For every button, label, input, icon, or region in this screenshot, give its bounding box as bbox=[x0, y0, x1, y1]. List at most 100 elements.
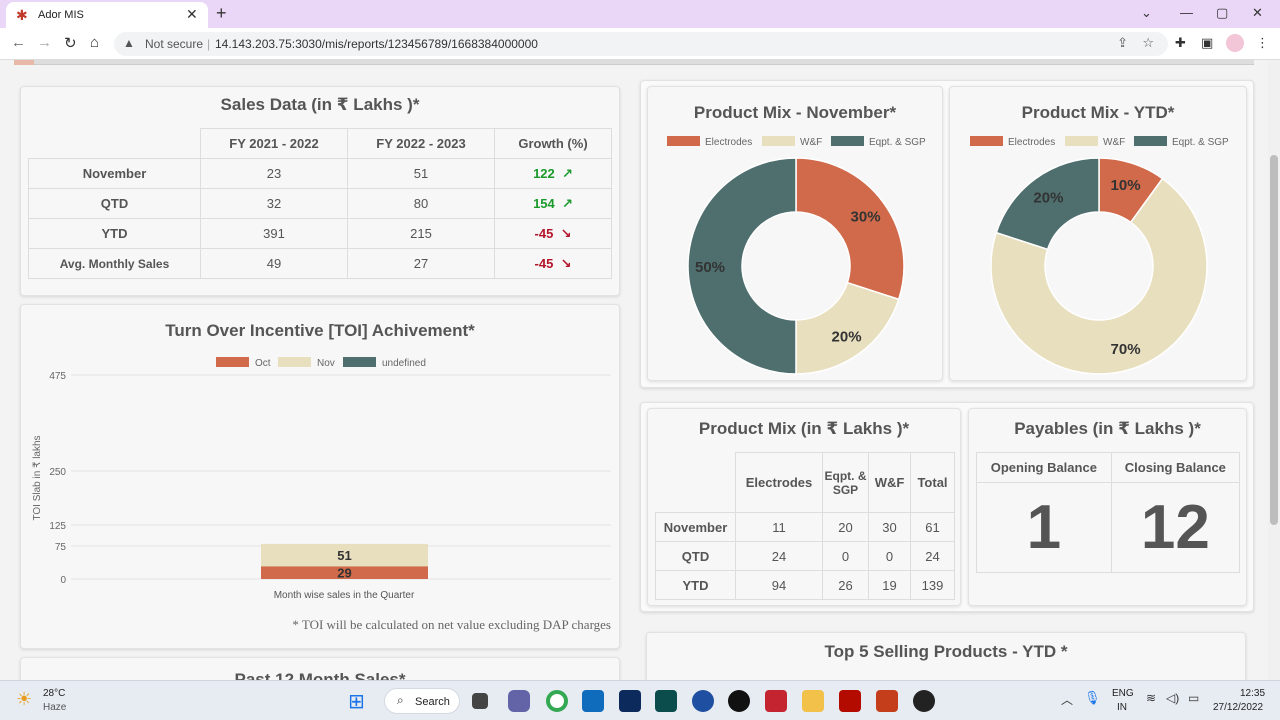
cell-total: 61 bbox=[910, 512, 955, 542]
cell-eqpt: 0 bbox=[822, 541, 869, 571]
back-icon[interactable]: ← bbox=[11, 34, 26, 51]
windows-start-icon[interactable]: ⊞ bbox=[348, 691, 365, 713]
cell-fy1: 49 bbox=[200, 248, 348, 279]
table-row: QTD 24 0 0 24 bbox=[655, 541, 955, 571]
row-label: QTD bbox=[28, 188, 201, 219]
past12-card: Past 12 Month Sales* bbox=[20, 657, 620, 680]
cell-wf: 19 bbox=[868, 570, 911, 600]
scrollbar-thumb[interactable] bbox=[1270, 155, 1278, 525]
clock-time[interactable]: 12:35 bbox=[1240, 688, 1266, 699]
warning-icon[interactable]: ▲ bbox=[123, 36, 135, 50]
reload-icon[interactable]: ↻ bbox=[64, 35, 77, 52]
sales-data-card: Sales Data (in ₹ Lakhs )* FY 2021 - 2022… bbox=[20, 86, 620, 296]
arrow-up-icon: ↗ bbox=[562, 195, 573, 211]
maximize-icon[interactable]: ▢ bbox=[1216, 5, 1229, 20]
legend-swatch bbox=[1065, 136, 1098, 146]
microphone-icon[interactable]: 🎙 bbox=[1084, 690, 1101, 705]
forward-icon[interactable]: → bbox=[37, 34, 52, 51]
photoshop-icon[interactable] bbox=[619, 690, 641, 712]
chrome-icon[interactable] bbox=[546, 690, 568, 712]
tab-search-icon[interactable]: ⌄ bbox=[1141, 5, 1152, 20]
donut-slice-electrodes bbox=[795, 157, 905, 301]
terminal-app-icon[interactable] bbox=[655, 690, 677, 712]
header-total: Total bbox=[910, 452, 955, 513]
minimize-icon[interactable]: — bbox=[1180, 5, 1193, 20]
x-axis-label: Month wise sales in the Quarter bbox=[274, 590, 415, 601]
slice-value-label: 10% bbox=[1111, 177, 1141, 194]
legend-swatch bbox=[667, 136, 700, 146]
app-dark-icon[interactable] bbox=[913, 690, 935, 712]
legend-label: Eqpt. & SGP bbox=[1172, 137, 1229, 148]
dashboard-page: Sales Data (in ₹ Lakhs )* FY 2021 - 2022… bbox=[0, 60, 1268, 680]
table-row: Avg. Monthly Sales 49 27 -45 ↘ bbox=[28, 248, 612, 279]
mail-icon[interactable] bbox=[582, 690, 604, 712]
task-view-icon[interactable] bbox=[472, 693, 488, 709]
header-wf: W&F bbox=[868, 452, 911, 513]
window-close-icon[interactable]: ✕ bbox=[1252, 5, 1263, 20]
app-black-icon[interactable] bbox=[728, 690, 750, 712]
cell-wf: 30 bbox=[868, 512, 911, 542]
arrow-down-icon: ↘ bbox=[560, 225, 572, 241]
product-mix-nov-chart: Electrodes W&F Eqpt. & SGP 30% 20% 50% bbox=[667, 136, 926, 375]
extensions-icon[interactable]: ✚ bbox=[1175, 35, 1186, 50]
language-code[interactable]: ENG bbox=[1112, 688, 1134, 699]
teams-icon[interactable] bbox=[508, 690, 530, 712]
close-tab-icon[interactable]: ✕ bbox=[186, 6, 198, 22]
legend-swatch bbox=[762, 136, 795, 146]
slice-value-label: 20% bbox=[1033, 189, 1063, 206]
y-axis-label: TOI Slab in ₹ lakhs bbox=[32, 435, 43, 520]
home-icon[interactable]: ⌂ bbox=[90, 34, 100, 51]
volume-icon[interactable]: ◁) bbox=[1166, 691, 1180, 705]
cell-growth: -45 ↘ bbox=[494, 248, 612, 279]
search-icon: ⌕ bbox=[397, 693, 404, 707]
header-fy1: FY 2021 - 2022 bbox=[200, 128, 348, 159]
payables-card: Payables (in ₹ Lakhs )* Opening Balance … bbox=[968, 408, 1247, 606]
donut-slice-eqpt-sgp bbox=[687, 157, 797, 375]
url-text[interactable]: 14.143.203.75:3030/mis/reports/123456789… bbox=[215, 37, 538, 51]
row-label: YTD bbox=[655, 570, 736, 600]
profile-avatar[interactable] bbox=[1226, 34, 1244, 52]
legend-swatch bbox=[216, 357, 249, 367]
product-mix-table-card: Product Mix (in ₹ Lakhs )* Electrodes Eq… bbox=[647, 408, 961, 606]
menu-icon[interactable]: ⋮ bbox=[1256, 35, 1269, 50]
new-tab-icon[interactable]: + bbox=[216, 3, 227, 23]
sales-data-table: FY 2021 - 2022 FY 2022 - 2023 Growth (%)… bbox=[28, 128, 612, 279]
wifi-icon[interactable]: ≋ bbox=[1146, 691, 1157, 705]
security-label[interactable]: Not secure bbox=[145, 37, 204, 51]
slice-value-label: 20% bbox=[832, 329, 862, 346]
language-region[interactable]: IN bbox=[1117, 702, 1127, 713]
weather-desc[interactable]: Haze bbox=[43, 702, 67, 713]
bar-oct bbox=[261, 566, 428, 579]
acrobat-icon[interactable] bbox=[839, 690, 861, 712]
taskbar-search[interactable]: ⌕ Search bbox=[384, 688, 460, 714]
legend-swatch bbox=[831, 136, 864, 146]
top5-card: Top 5 Selling Products - YTD * bbox=[646, 632, 1246, 680]
header-electrodes: Electrodes bbox=[735, 452, 823, 513]
legend-swatch bbox=[343, 357, 376, 367]
omnibox[interactable]: ▲ Not secure | 14.143.203.75:3030/mis/re… bbox=[114, 32, 1168, 56]
weather-icon[interactable]: ☀ bbox=[16, 689, 33, 709]
acrobat-reader-icon[interactable] bbox=[765, 690, 787, 712]
slice-value-label: 50% bbox=[695, 259, 725, 276]
file-explorer-icon[interactable] bbox=[802, 690, 824, 712]
y-tick-label: 250 bbox=[49, 467, 66, 478]
clock-date[interactable]: 27/12/2022 bbox=[1213, 702, 1264, 713]
y-tick-label: 0 bbox=[60, 575, 66, 586]
share-icon[interactable]: ⇪ bbox=[1117, 35, 1128, 50]
product-mix-ytd-title: Product Mix - YTD* bbox=[1021, 103, 1175, 122]
battery-icon[interactable]: ▭ bbox=[1188, 691, 1200, 705]
sidepanel-icon[interactable]: ▣ bbox=[1201, 35, 1214, 50]
row-label: November bbox=[28, 158, 201, 189]
sales-data-title: Sales Data (in ₹ Lakhs )* bbox=[220, 95, 420, 114]
app-blue-icon[interactable] bbox=[692, 690, 714, 712]
cell-growth: 154 ↗ bbox=[494, 188, 612, 219]
powerpoint-icon[interactable] bbox=[876, 690, 898, 712]
bookmark-star-icon[interactable]: ☆ bbox=[1142, 35, 1154, 50]
past12-title: Past 12 Month Sales* bbox=[234, 670, 406, 680]
tray-chevron-icon[interactable]: ︿ bbox=[1061, 693, 1074, 707]
cell-total: 24 bbox=[910, 541, 955, 571]
browser-tab[interactable]: ✱ Ador MIS ✕ bbox=[6, 2, 208, 28]
cell-eqpt: 20 bbox=[822, 512, 869, 542]
page-scrollbar[interactable] bbox=[1268, 60, 1280, 680]
weather-temp[interactable]: 28°C bbox=[43, 688, 66, 699]
